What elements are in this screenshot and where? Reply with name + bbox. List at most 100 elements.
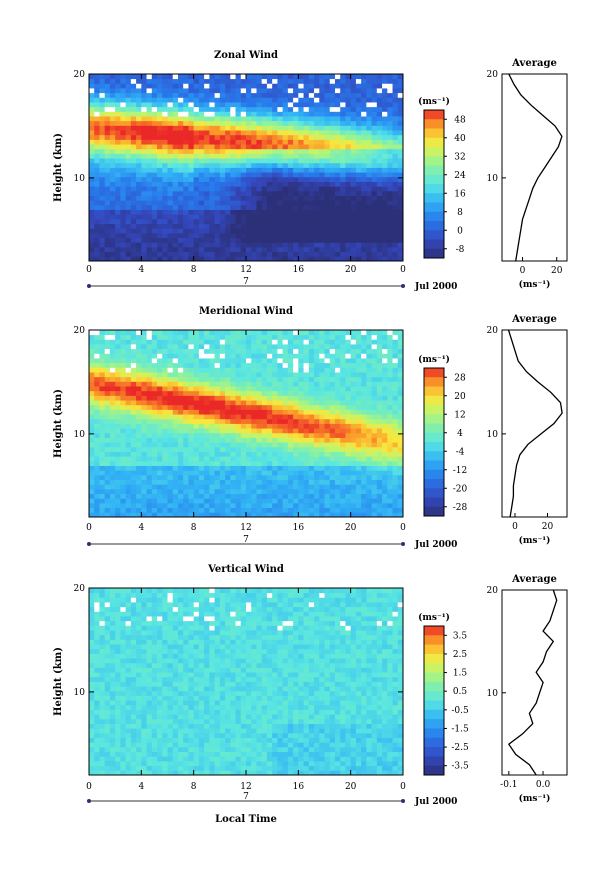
field-cell (115, 470, 121, 476)
field-cell (371, 200, 378, 206)
field-cell (240, 214, 247, 220)
field-cell (314, 116, 320, 122)
field-cell (193, 348, 200, 354)
field-cell (104, 460, 111, 466)
field-cell (151, 172, 158, 178)
field-cell (266, 125, 273, 131)
field-cell (272, 428, 278, 434)
field-cell (345, 242, 352, 248)
field-cell (89, 176, 95, 182)
field-cell (334, 74, 341, 80)
field-cell (303, 251, 310, 257)
field-cell (188, 334, 195, 340)
field-cell (94, 134, 100, 140)
field-cell (246, 144, 252, 150)
field-cell (136, 437, 142, 443)
field-cell (319, 204, 325, 210)
field-cell (256, 404, 263, 410)
field-cell (371, 353, 378, 359)
x-tick-label: 20 (345, 265, 357, 275)
field-cell (314, 139, 320, 145)
field-cell (361, 465, 367, 471)
field-cell (183, 232, 189, 239)
field-cell (120, 367, 127, 373)
field-cell (157, 465, 163, 471)
field-cell (366, 111, 372, 117)
colorbar-tick-label: 0 (457, 226, 463, 236)
field-cell (282, 512, 289, 518)
field-cell (314, 414, 320, 420)
field-cell (141, 451, 147, 457)
field-cell (246, 339, 252, 345)
field-cell (109, 488, 116, 495)
field-cell (361, 456, 367, 462)
field-cell (319, 330, 325, 336)
field-cell (350, 144, 357, 150)
field-cell (371, 488, 378, 495)
field-cell (141, 97, 147, 103)
field-cell (303, 242, 310, 248)
field-cell (99, 339, 106, 345)
field-cell (89, 442, 95, 448)
field-cell (382, 395, 388, 401)
field-cell (183, 172, 189, 178)
field-cell (204, 134, 210, 140)
field-cell (125, 409, 132, 415)
field-cell (371, 228, 378, 234)
field-cell (141, 148, 147, 154)
field-cell (366, 102, 372, 108)
field-cell (157, 442, 163, 448)
field-cell (345, 348, 352, 354)
field-cell (188, 209, 195, 215)
field-cell (308, 186, 315, 192)
field-cell (89, 714, 95, 720)
field-cell (94, 488, 100, 495)
field-cell (214, 190, 221, 196)
field-cell (293, 78, 299, 84)
field-cell (130, 74, 137, 80)
field-cell (162, 437, 168, 443)
field-cell (94, 181, 100, 187)
field-cell (246, 465, 252, 471)
field-cell (277, 498, 284, 504)
field-cell (104, 256, 111, 262)
field-cell (298, 428, 304, 434)
field-cell (350, 106, 357, 112)
field-cell (104, 134, 111, 140)
field-cell (235, 493, 242, 499)
field-cell (371, 214, 378, 220)
field-cell (350, 97, 357, 103)
field-cell (282, 214, 289, 220)
field-cell (361, 367, 367, 373)
field-cell (382, 386, 388, 392)
field-cell (136, 493, 142, 499)
field-cell (214, 116, 221, 122)
field-cell (392, 172, 399, 178)
field-cell (177, 502, 184, 509)
field-cell (240, 404, 247, 410)
colorbar-segment (424, 202, 444, 213)
field-cell (277, 218, 284, 225)
field-cell (120, 242, 127, 248)
field-cell (146, 181, 153, 187)
field-cell (256, 372, 263, 378)
field-cell (287, 83, 294, 89)
field-cell (308, 376, 315, 382)
field-cell (193, 493, 200, 499)
field-cell (334, 134, 341, 140)
field-cell (251, 400, 257, 406)
field-cell (104, 339, 111, 345)
field-cell (157, 232, 163, 239)
field-cell (104, 228, 111, 234)
field-cell (235, 376, 242, 382)
field-cell (214, 479, 221, 485)
field-cell (235, 195, 242, 201)
field-cell (371, 172, 378, 178)
field-cell (303, 130, 310, 136)
field-cell (172, 120, 179, 126)
field-cell (334, 451, 341, 457)
field-cell (99, 125, 106, 131)
field-cell (188, 176, 195, 182)
field-cell (167, 251, 174, 257)
field-cell (219, 423, 226, 429)
